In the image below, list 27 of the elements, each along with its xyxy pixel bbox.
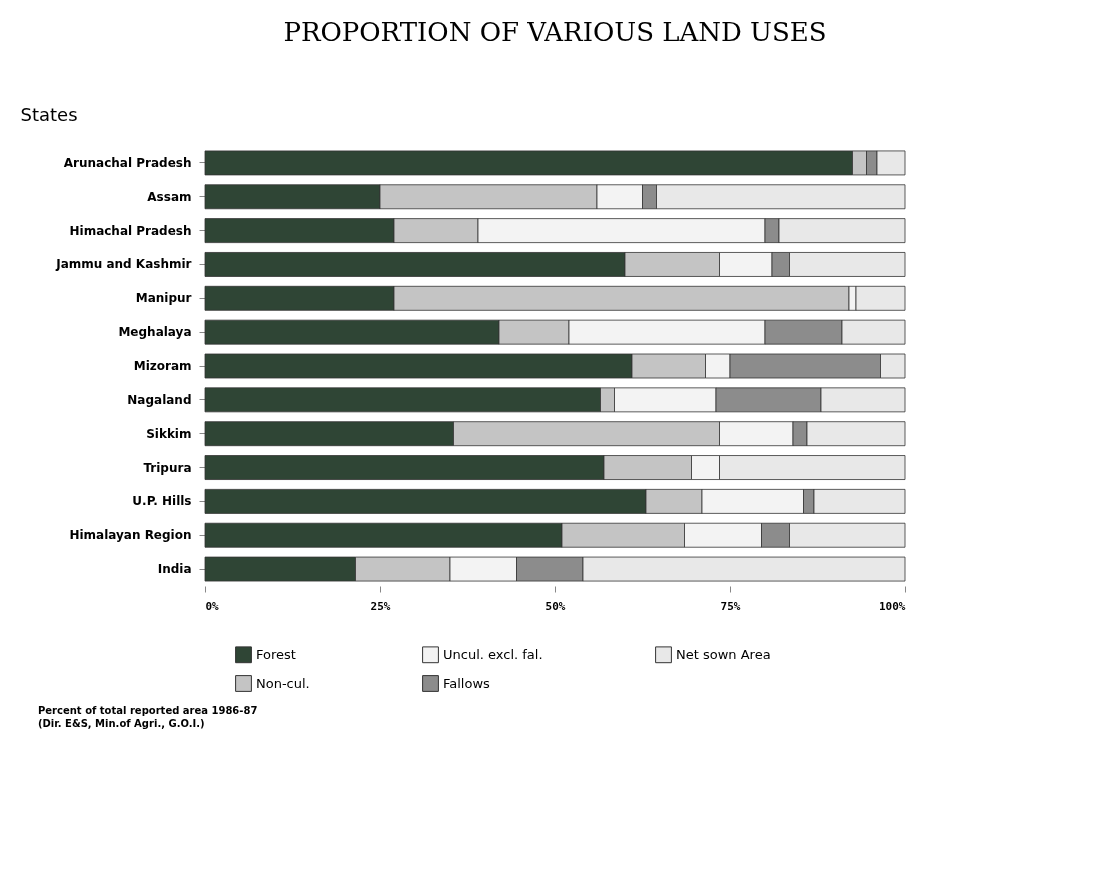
y-tick-label: Himalayan Region <box>69 528 192 543</box>
legend-label: Net sown Area <box>676 646 771 662</box>
y-tick-label: Arunachal Pradesh <box>63 155 192 170</box>
x-tick-label: 0% <box>205 599 220 613</box>
x-tick-label: 50% <box>545 599 566 613</box>
y-tick-label: India <box>157 562 192 577</box>
chart-title: PROPORTION OF VARIOUS LAND USES <box>283 17 827 47</box>
y-tick-label: U.P. Hills <box>132 494 192 509</box>
x-tick-label: 25% <box>370 599 391 613</box>
y-tick-label: Nagaland <box>127 392 192 407</box>
y-tick-label: Sikkim <box>146 426 192 441</box>
y-tick-label: Jammu and Kashmir <box>55 257 192 272</box>
y-tick-label: Manipur <box>135 291 192 306</box>
y-tick-label: Himachal Pradesh <box>69 223 192 238</box>
legend-label: Fallows <box>443 675 491 691</box>
y-tick-label: Assam <box>147 189 192 204</box>
text: Percent of total reported area 1986-87 <box>38 704 259 717</box>
y-tick-label: Meghalaya <box>118 325 192 340</box>
legend-label: Non-cul. <box>256 675 310 691</box>
legend-label: Forest <box>256 646 296 662</box>
x-tick-label: 75% <box>720 599 741 613</box>
x-tick-label: 100% <box>879 599 906 613</box>
y-tick-label: Tripura <box>143 460 192 475</box>
y-tick-label: Mizoram <box>133 359 192 373</box>
y-axis-title: States <box>20 103 78 125</box>
legend-label: Uncul. excl. fal. <box>443 646 543 662</box>
text: (Dir. E&S, Min.of Agri., G.O.I.) <box>38 717 206 730</box>
